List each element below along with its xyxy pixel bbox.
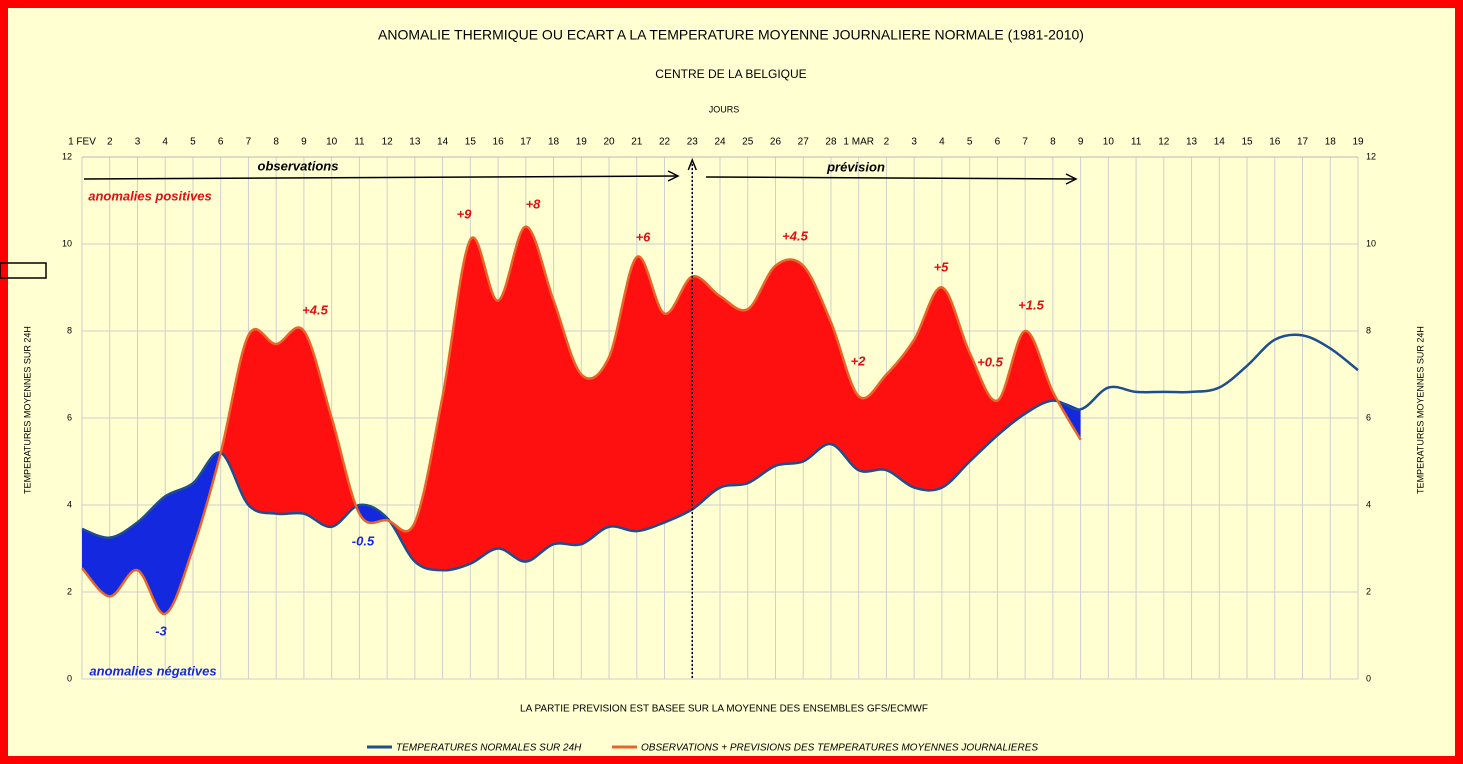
x-tick-label: 5 — [190, 137, 196, 148]
x-tick-label: 3 — [135, 137, 141, 148]
chart-subtitle: CENTRE DE LA BELGIQUE — [655, 67, 806, 81]
annotation: +0.5 — [977, 354, 1003, 369]
x-tick-label: 28 — [825, 137, 837, 148]
series-line — [81, 333, 1359, 572]
y-tick-label: 10 — [62, 238, 72, 248]
y-tick-label: 6 — [67, 412, 72, 422]
x-tick-label: 19 — [576, 137, 588, 148]
x-tick-label: 13 — [409, 137, 421, 148]
y-axis-label: TEMPERATURES MOYENNES SUR 24H — [22, 326, 32, 494]
x-tick-label: 9 — [1078, 137, 1084, 148]
y2-tick-label: 10 — [1366, 238, 1376, 248]
x-tick-label: 17 — [520, 137, 532, 148]
x-tick-label: 15 — [1241, 137, 1253, 148]
x-tick-label: 7 — [1022, 137, 1028, 148]
y2-tick-label: 6 — [1366, 412, 1371, 422]
x-tick-label: 18 — [1325, 137, 1337, 148]
x-tick-label: 26 — [770, 137, 782, 148]
x-tick-label: 9 — [301, 137, 307, 148]
x-tick-label: 14 — [1214, 137, 1226, 148]
x-tick-label: 7 — [246, 137, 252, 148]
forecast-arrow-head — [1065, 173, 1078, 185]
x-tick-label: 16 — [1269, 137, 1281, 148]
y2-tick-label: 12 — [1366, 151, 1376, 161]
x-tick-label: 10 — [326, 137, 338, 148]
x-tick-label: 21 — [631, 137, 643, 148]
y2-axis-label: TEMPERATURES MOYENNES SUR 24H — [1415, 326, 1425, 494]
x-tick-label: 19 — [1352, 137, 1364, 148]
x-tick-label: 12 — [1158, 137, 1170, 148]
x-tick-label: 18 — [548, 137, 560, 148]
x-tick-label: 11 — [354, 137, 365, 148]
annotation: +4.5 — [302, 302, 328, 317]
x-tick-label: 24 — [714, 137, 726, 148]
x-tick-label: 20 — [603, 137, 615, 148]
x-tick-label: 5 — [967, 137, 973, 148]
x-tick-label: 4 — [939, 137, 945, 148]
x-tick-label: 27 — [798, 137, 810, 148]
footnote: LA PARTIE PREVISION EST BASEE SUR LA MOY… — [520, 704, 928, 715]
y2-tick-label: 4 — [1366, 499, 1371, 509]
y-tick-label: 12 — [62, 151, 72, 161]
x-tick-label: 16 — [493, 137, 505, 148]
annotation: prévision — [826, 159, 885, 174]
annotation: anomalies négatives — [89, 663, 216, 678]
x-tick-label: 6 — [995, 137, 1001, 148]
forecast-arrow — [705, 176, 1077, 180]
x-tick-label: 2 — [107, 137, 113, 148]
x-tick-label: 13 — [1186, 137, 1198, 148]
x-tick-label: 12 — [382, 137, 394, 148]
y-tick-label: 8 — [67, 325, 72, 335]
annotation: +5 — [934, 259, 950, 274]
chart-title: ANOMALIE THERMIQUE OU ECART A LA TEMPERA… — [378, 27, 1084, 43]
annotation: +4.5 — [782, 228, 808, 243]
annotation: anomalies positives — [88, 188, 212, 203]
annotation: +1.5 — [1018, 297, 1044, 312]
x-tick-label: 1 MAR — [843, 137, 874, 148]
y-tick-label: 0 — [67, 673, 72, 683]
annotation: -3 — [155, 623, 167, 638]
legend-label: TEMPERATURES NORMALES SUR 24H — [396, 743, 582, 754]
stray-box — [0, 262, 47, 279]
x-tick-label: 4 — [162, 137, 168, 148]
divider-arrowhead — [687, 157, 697, 171]
y2-tick-label: 0 — [1366, 673, 1371, 683]
x-tick-label: 23 — [687, 137, 699, 148]
legend-label: OBSERVATIONS + PREVISIONS DES TEMPERATUR… — [641, 743, 1038, 754]
x-tick-label: 1 FEV — [68, 137, 96, 148]
x-tick-label: 22 — [659, 137, 671, 148]
x-tick-label: 8 — [273, 137, 279, 148]
x-tick-label: 2 — [884, 137, 890, 148]
annotation: +8 — [526, 196, 542, 211]
x-tick-label: 17 — [1297, 137, 1309, 148]
y-tick-label: 4 — [67, 499, 72, 509]
y2-tick-label: 2 — [1366, 586, 1371, 596]
x-tick-label: 14 — [437, 137, 449, 148]
annotation: +6 — [636, 229, 652, 244]
x-tick-label: 11 — [1131, 137, 1142, 148]
observations-arrow — [83, 175, 679, 180]
y-tick-label: 2 — [67, 586, 72, 596]
x-tick-label: 3 — [911, 137, 917, 148]
annotation: -0.5 — [352, 533, 375, 548]
x-tick-label: 15 — [465, 137, 477, 148]
x-tick-label: 8 — [1050, 137, 1056, 148]
series-line — [81, 225, 1082, 615]
x-tick-label: 10 — [1103, 137, 1115, 148]
x-tick-label: 6 — [218, 137, 224, 148]
annotation: +2 — [851, 353, 867, 368]
observations-arrow-head — [667, 170, 680, 182]
x-tick-label: 25 — [742, 137, 754, 148]
annotation: observations — [258, 158, 339, 173]
annotation: +9 — [457, 206, 473, 221]
y2-tick-label: 8 — [1366, 325, 1371, 335]
x-axis-label: JOURS — [709, 104, 740, 114]
